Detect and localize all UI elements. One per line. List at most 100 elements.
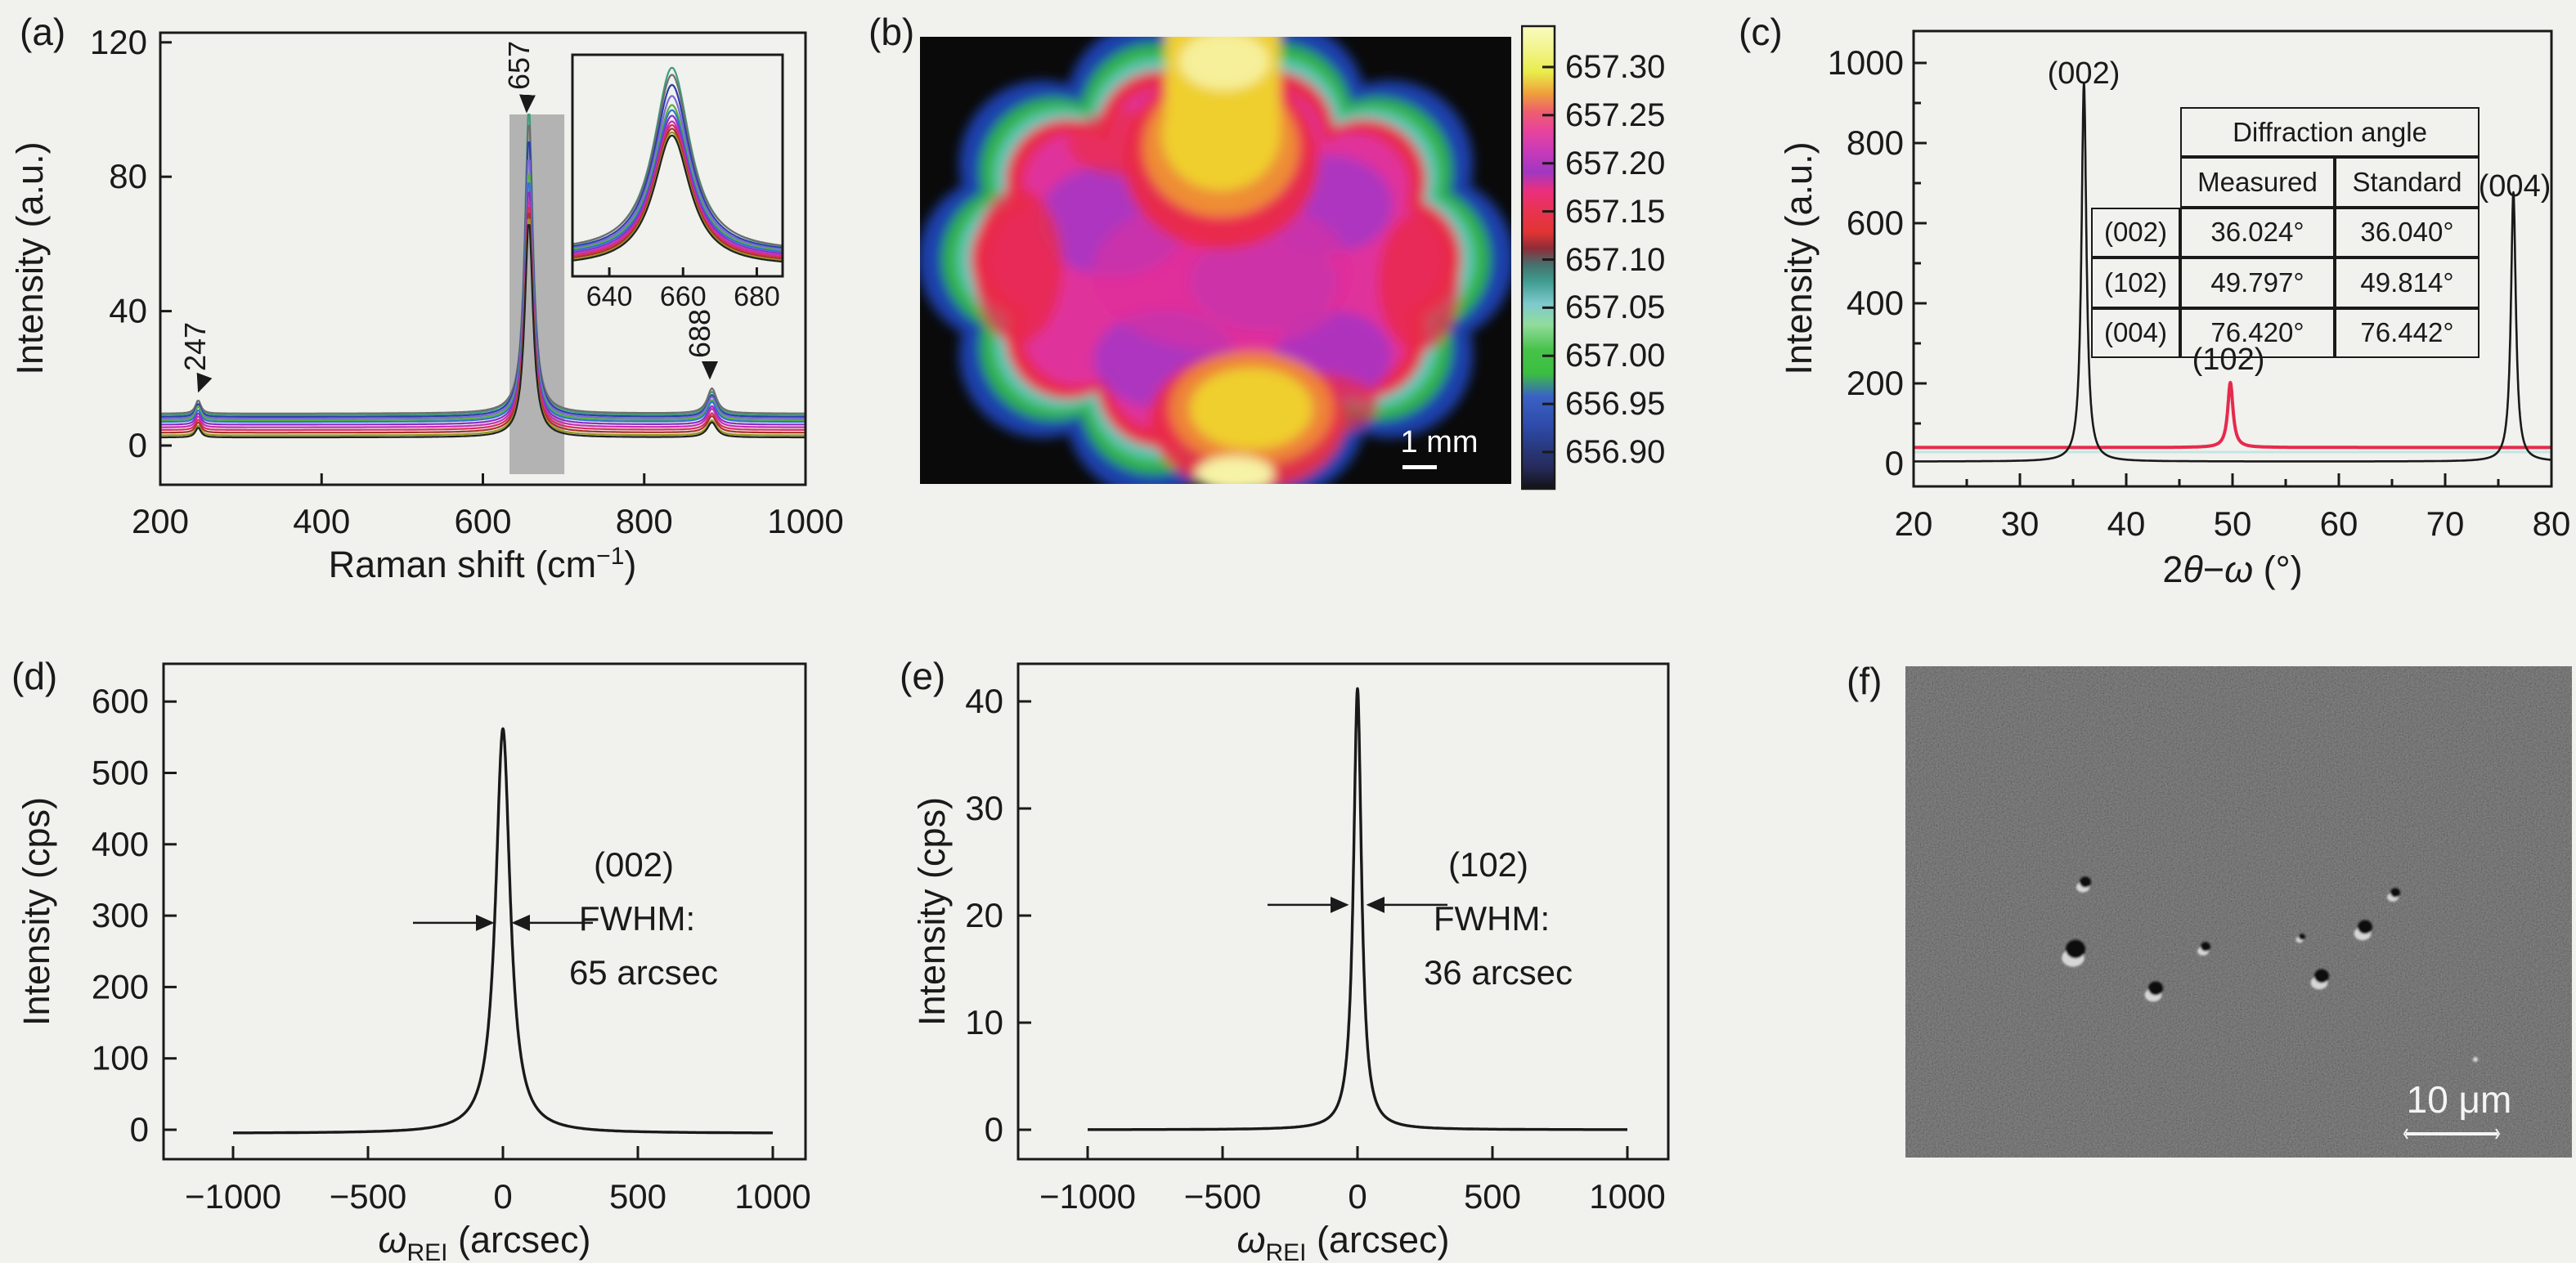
inset-curve bbox=[572, 131, 783, 262]
x-tick-label: 1000 bbox=[734, 1177, 810, 1216]
inset-tick-label: 660 bbox=[660, 281, 707, 312]
y-tick-label: 0 bbox=[985, 1110, 1003, 1149]
table-row-plane: (004) bbox=[2091, 307, 2180, 358]
x-tick-label: 40 bbox=[2107, 504, 2146, 543]
x-tick-label: 1000 bbox=[767, 502, 843, 540]
y-tick-label: 10 bbox=[965, 1003, 1003, 1041]
xrd-chart: 20 30 40 50 60 70 8002004006008001000Intensity… bbox=[1778, 29, 2571, 590]
map-scale-bar bbox=[1402, 465, 1437, 469]
fwhm-label: FWHM: bbox=[1434, 899, 1550, 938]
colorbar-tick-label: 657.25 bbox=[1565, 96, 1666, 133]
inset-tick-label: 680 bbox=[734, 281, 780, 312]
y-tick-label: 200 bbox=[1847, 364, 1904, 402]
y-tick-label: 500 bbox=[92, 754, 149, 792]
y-axis-title: Intensity (a.u.) bbox=[9, 141, 51, 374]
inset-curve bbox=[572, 120, 783, 257]
y-tick-label: 600 bbox=[92, 682, 149, 720]
y-tick-label: 300 bbox=[92, 896, 149, 934]
table-row-measured: 36.024° bbox=[2180, 207, 2335, 258]
raman-curve bbox=[160, 207, 806, 432]
x-tick-label: 500 bbox=[1464, 1177, 1521, 1216]
x-tick-label: 400 bbox=[293, 502, 350, 540]
panel-e: −1000 −500 0 500 1000 0 10 20 30 40 Intensity (cps… bbox=[859, 631, 1717, 1263]
panel-d-tag: (d) bbox=[11, 655, 58, 697]
fwhm-value: 36 arcsec bbox=[1424, 953, 1573, 992]
colorbar-tick-label: 657.15 bbox=[1565, 193, 1666, 230]
table-title: Diffraction angle bbox=[2180, 107, 2480, 158]
y-tick-label: 120 bbox=[90, 23, 147, 61]
diffraction-angle-table: Diffraction angle Measured Standard (002… bbox=[2091, 107, 2480, 358]
etch-pits bbox=[2062, 876, 2478, 1062]
map-scale-label: 1 mm bbox=[1401, 425, 1479, 459]
sem-micrograph: 10 μm bbox=[1905, 666, 2572, 1158]
panel-d: −1000 −500 0 500 1000 0 100 200 300 400 500 600 Inte… bbox=[0, 631, 859, 1263]
x-axis-title: 2θ−ω (°) bbox=[2162, 549, 2302, 590]
panel-c: 20 30 40 50 60 70 80 0 200 400 600 800 1000 Intensity… bbox=[1717, 0, 2576, 631]
plot-frame bbox=[1016, 662, 1670, 1161]
plane-label: (002) bbox=[594, 845, 674, 884]
colorbar-tick-label: 657.00 bbox=[1565, 338, 1666, 374]
x-tick-label: 200 bbox=[132, 502, 189, 540]
x-tick-label: 20 bbox=[1895, 504, 1933, 543]
y-tick-label: 100 bbox=[92, 1039, 149, 1077]
x-tick-label: 80 bbox=[2533, 504, 2571, 543]
y-tick-label: 80 bbox=[109, 157, 147, 195]
inset-curves bbox=[572, 66, 783, 263]
raman-curve bbox=[160, 218, 806, 437]
x-axis-title: ωREI (arcsec) bbox=[378, 1219, 590, 1263]
table-row-plane: (102) bbox=[2091, 258, 2180, 308]
y-tick-label: 400 bbox=[92, 825, 149, 863]
xrd-curve bbox=[1912, 381, 2553, 450]
table-header-measured: Measured bbox=[2180, 157, 2335, 208]
x-tick-label: 500 bbox=[609, 1177, 666, 1216]
y-tick-label: 200 bbox=[92, 967, 149, 1005]
colorbar-tick-label: 657.20 bbox=[1565, 145, 1666, 181]
colorbar-gradient bbox=[1521, 25, 1556, 490]
pit bbox=[2148, 981, 2163, 996]
pit bbox=[2390, 888, 2400, 898]
inset-curve bbox=[572, 83, 783, 249]
y-tick-label: 40 bbox=[965, 682, 1003, 720]
colorbar-tick-label: 657.30 bbox=[1565, 49, 1666, 85]
table-empty-cell bbox=[2091, 157, 2180, 207]
raman-map-image: 1 mm bbox=[920, 37, 1511, 484]
raman-curve bbox=[160, 174, 806, 422]
panel-a: 200 400 600 800 1000 0 40 80 120 Intensity (a.u.)… bbox=[0, 0, 859, 631]
peak-label-004: (004) bbox=[2479, 169, 2551, 204]
raman-curve bbox=[160, 191, 806, 426]
panel-e-tag: (e) bbox=[900, 655, 946, 697]
peak-label-657: 657 bbox=[502, 41, 536, 90]
raman-curve bbox=[160, 213, 806, 434]
pit bbox=[2066, 939, 2085, 959]
colorbar-tick-label: 657.10 bbox=[1565, 241, 1666, 278]
panel-f-tag: (f) bbox=[1847, 660, 1883, 702]
panel-b-tag: (b) bbox=[868, 11, 915, 53]
table-row-standard: 49.814° bbox=[2335, 258, 2480, 308]
bright-speck bbox=[2473, 1057, 2478, 1062]
peak-label-688: 688 bbox=[683, 309, 716, 358]
raman-curve bbox=[160, 224, 806, 439]
inset-curve bbox=[572, 104, 783, 252]
inset-curve bbox=[572, 134, 783, 263]
table-row-standard: 76.442° bbox=[2335, 307, 2480, 358]
panel-a-tag: (a) bbox=[20, 11, 66, 53]
x-axis-title: ωREI (arcsec) bbox=[1236, 1219, 1449, 1263]
y-tick-label: 0 bbox=[1885, 444, 1904, 482]
raman-curve bbox=[159, 200, 806, 428]
rocking-curve-002-chart: −1000 −500 0 500 1000 0 100 200 300 400 500 600 Inte… bbox=[16, 662, 811, 1263]
inset-curve bbox=[572, 124, 783, 258]
fwhm-label: FWHM: bbox=[579, 899, 695, 938]
y-tick-label: 30 bbox=[965, 789, 1003, 827]
raman-curve bbox=[160, 182, 806, 423]
table-row-standard: 36.040° bbox=[2335, 207, 2480, 258]
y-tick-label: 0 bbox=[130, 1110, 149, 1149]
xrd-curve bbox=[1913, 82, 2552, 463]
sem-noise bbox=[1905, 666, 2572, 1158]
sem-scale-label: 10 μm bbox=[2407, 1078, 2512, 1121]
colorbar-tick-label: 657.05 bbox=[1565, 289, 1666, 326]
y-tick-label: 400 bbox=[1847, 284, 1904, 322]
pit bbox=[2314, 969, 2329, 983]
y-tick-label: 800 bbox=[1847, 123, 1904, 162]
rocking-curve bbox=[1088, 687, 1627, 1131]
